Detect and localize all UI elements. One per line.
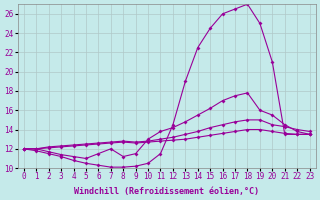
X-axis label: Windchill (Refroidissement éolien,°C): Windchill (Refroidissement éolien,°C) xyxy=(74,187,259,196)
